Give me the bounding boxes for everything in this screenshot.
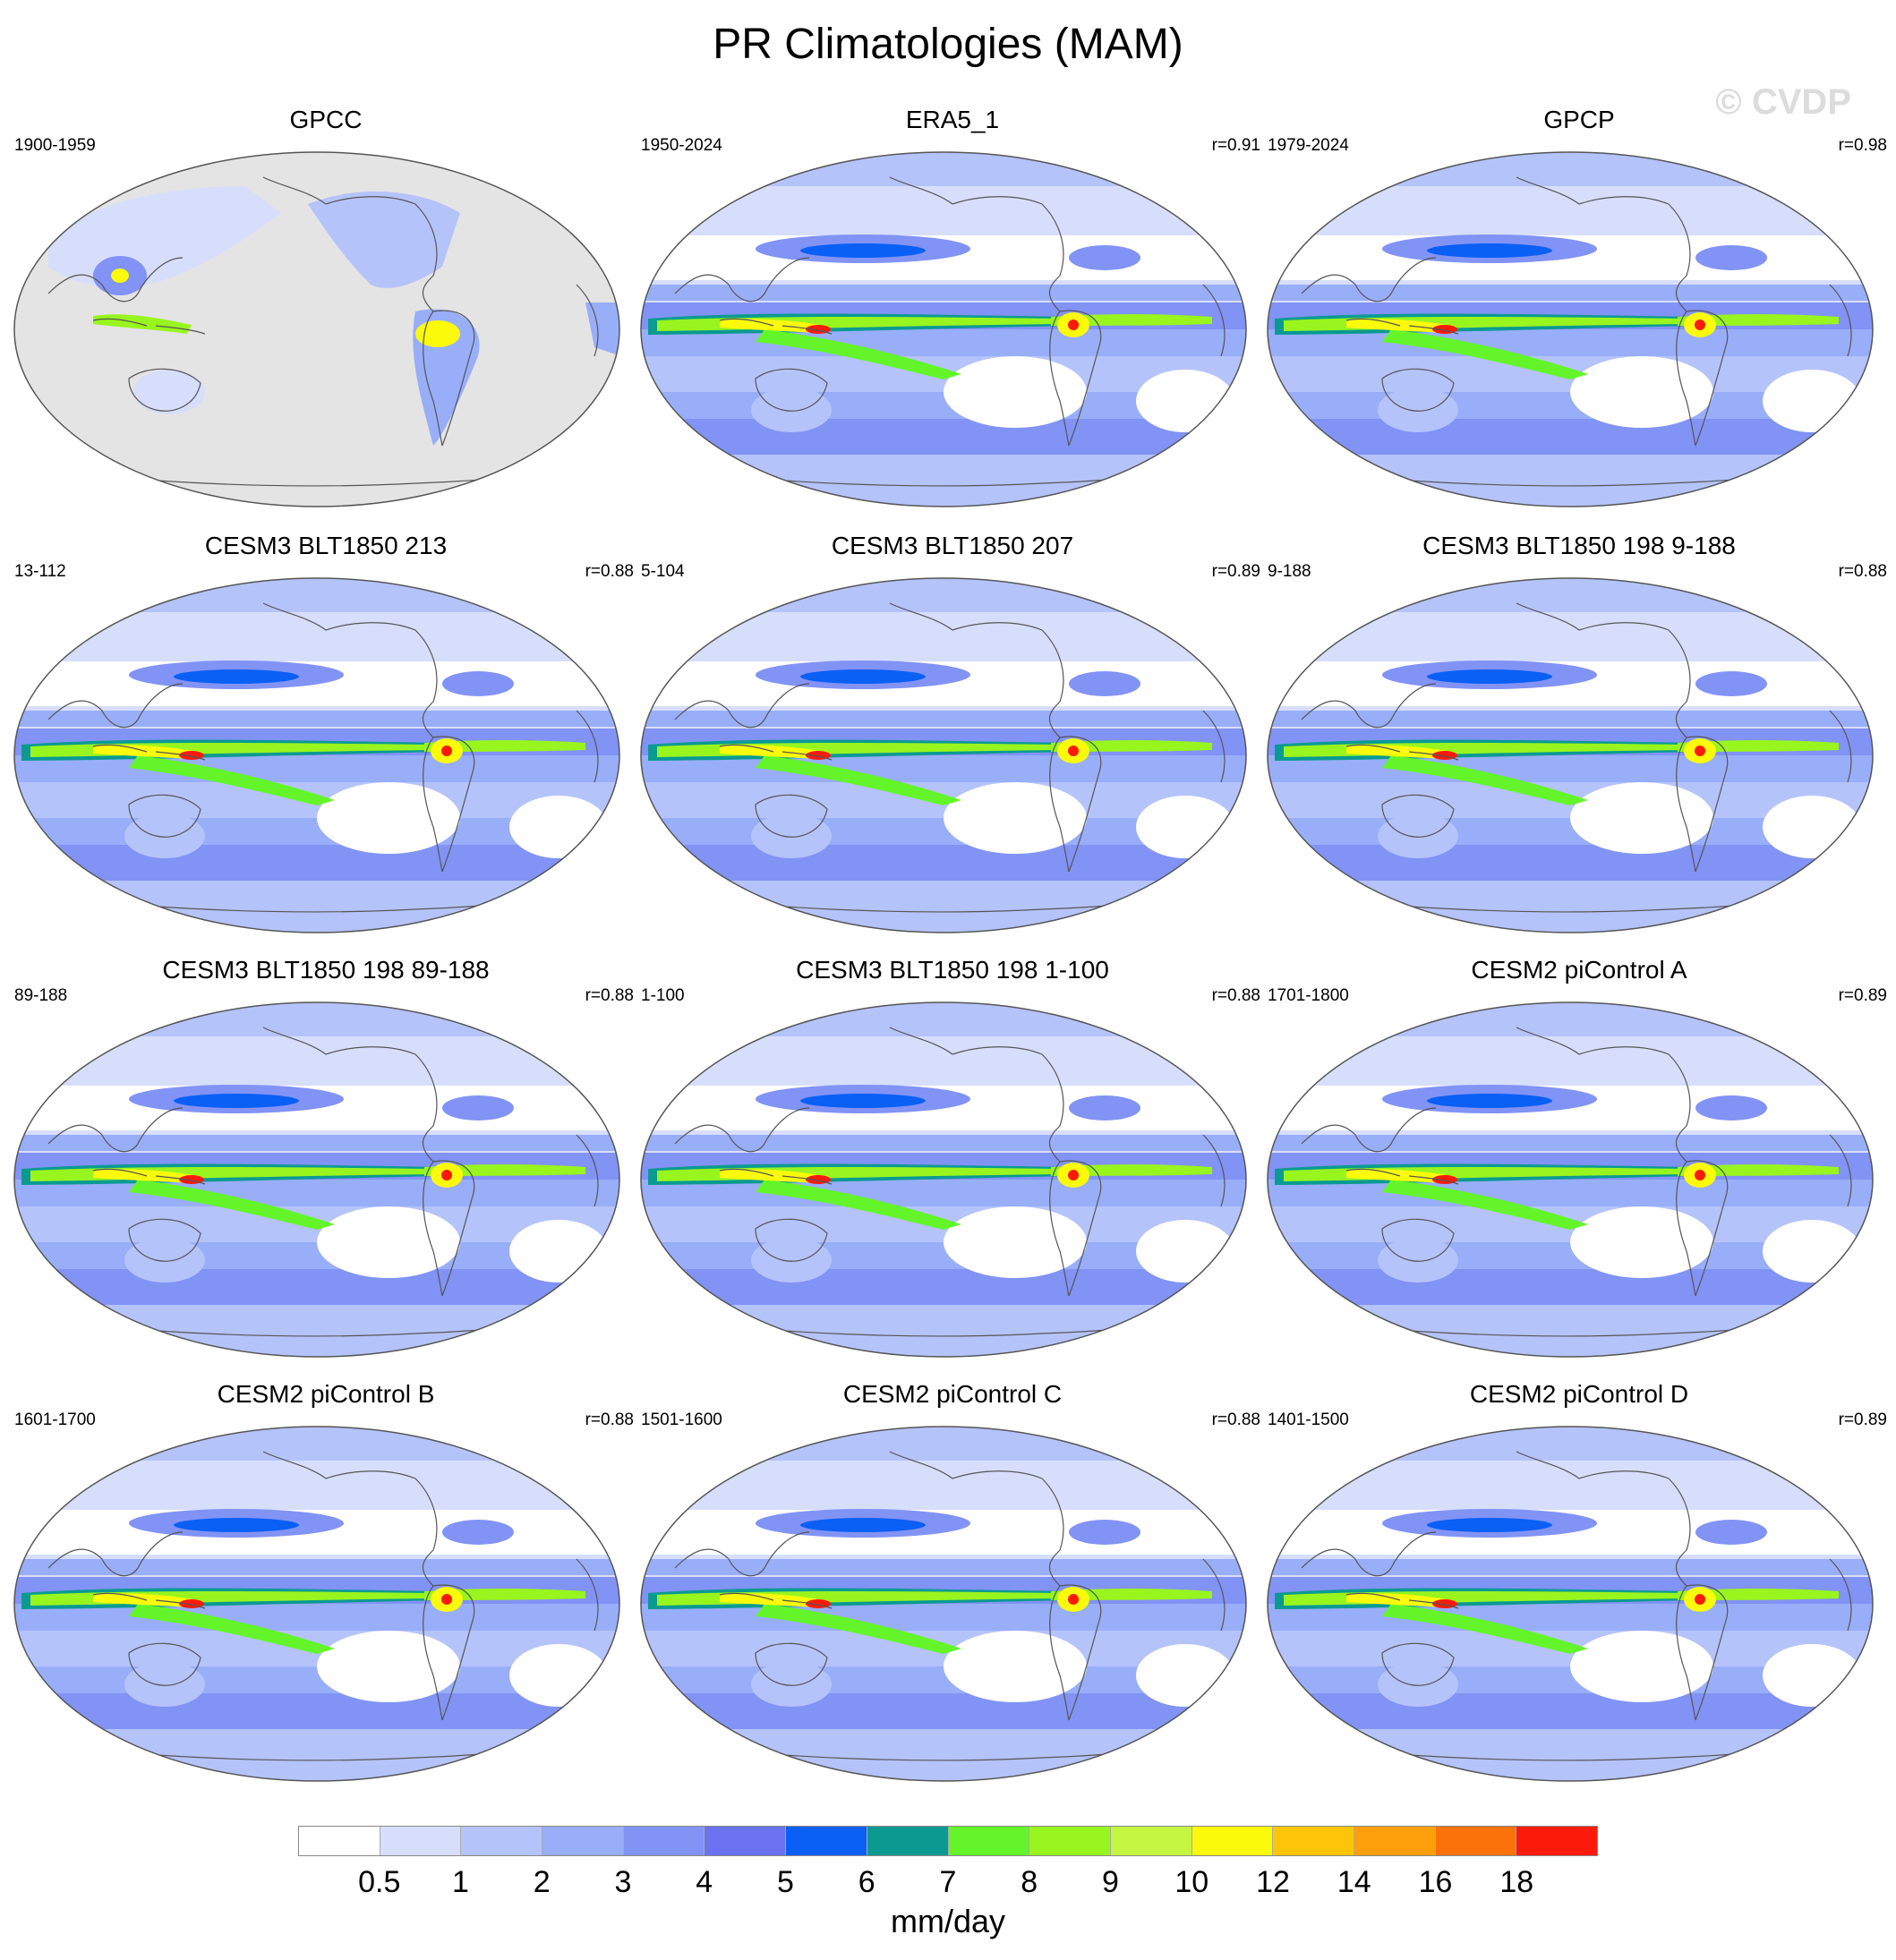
panel-title: CESM3 BLT1850 198 89-188 [162, 956, 490, 984]
map-panel: CESM3 BLT1850 198 1-100 1-100 r=0.88 [639, 956, 1266, 1359]
colorbar-tick-label: 9 [1102, 1865, 1119, 1899]
map-panel: CESM3 BLT1850 198 89-188 89-188 r=0.88 [13, 956, 639, 1359]
panel-correlation: r=0.98 [1838, 136, 1887, 155]
panel-title: GPCC [289, 106, 363, 133]
colorbar-tick-label: 2 [533, 1865, 551, 1899]
colorbar-tick-label: 18 [1499, 1865, 1534, 1899]
colorbar-tick-label: 10 [1174, 1865, 1209, 1899]
panel-title: GPCP [1543, 106, 1615, 133]
panel-title: ERA5_1 [905, 106, 1000, 133]
panel-period: 1401-1500 [1268, 1410, 1349, 1429]
colorbar-tick-label: 16 [1418, 1865, 1453, 1899]
panel-title: CESM2 piControl D [1469, 1380, 1689, 1408]
panel-period: 1-100 [641, 986, 685, 1005]
precipitation-map [13, 577, 620, 933]
colorbar-swatch [948, 1827, 1030, 1855]
panel-period: 1601-1700 [14, 1410, 96, 1429]
panel-title: CESM3 BLT1850 213 [204, 532, 448, 559]
colorbar-tick-label: 0.5 [358, 1865, 401, 1899]
panel-title: CESM3 BLT1850 198 9-188 [1422, 532, 1736, 559]
map-panel: CESM2 piControl A 1701-1800 r=0.89 [1266, 956, 1892, 1359]
precipitation-map [640, 151, 1247, 507]
panel-correlation: r=0.88 [1211, 986, 1260, 1005]
panel-correlation: r=0.88 [1211, 1410, 1260, 1429]
precipitation-map [13, 1001, 620, 1358]
panel-correlation: r=0.89 [1838, 1410, 1887, 1429]
colorbar [298, 1826, 1598, 1856]
map-panel: GPCC 1900-1959 [13, 106, 639, 508]
colorbar-swatch [623, 1827, 705, 1855]
colorbar-tick-label: 6 [858, 1865, 875, 1899]
colorbar-swatch [1273, 1827, 1354, 1855]
map-panel: CESM2 piControl D 1401-1500 r=0.89 [1266, 1380, 1892, 1783]
colorbar-swatch [461, 1827, 543, 1855]
map-panel: ERA5_1 1950-2024 r=0.91 [639, 106, 1266, 508]
panel-title: CESM3 BLT1850 207 [831, 532, 1074, 559]
precipitation-map [1267, 577, 1874, 933]
colorbar-tick-label: 3 [614, 1865, 632, 1899]
colorbar-swatch [786, 1827, 867, 1855]
colorbar-swatch [867, 1827, 949, 1855]
panel-correlation: r=0.88 [585, 562, 634, 581]
precipitation-map [640, 1426, 1247, 1782]
colorbar-swatch [1435, 1827, 1517, 1855]
panel-period: 1979-2024 [1268, 136, 1349, 155]
panel-title: CESM2 piControl C [842, 1380, 1063, 1408]
map-panel: CESM2 piControl B 1601-1700 r=0.88 [13, 1380, 639, 1783]
colorbar-tick-label: 14 [1337, 1865, 1371, 1899]
map-panel: CESM3 BLT1850 213 13-112 r=0.88 [13, 532, 639, 934]
colorbar-swatch [1191, 1827, 1274, 1855]
panel-title: CESM3 BLT1850 198 1-100 [796, 956, 1109, 984]
precipitation-map [1267, 1001, 1874, 1358]
panel-period: 9-188 [1268, 562, 1311, 581]
panel-title: CESM2 piControl B [217, 1380, 435, 1408]
panel-correlation: r=0.88 [585, 1410, 634, 1429]
panel-period: 89-188 [14, 986, 68, 1005]
colorbar-units: mm/day [890, 1903, 1006, 1939]
panel-correlation: r=0.89 [1838, 986, 1887, 1005]
colorbar-tick-label: 1 [452, 1865, 469, 1899]
precipitation-map [640, 577, 1247, 933]
panel-period: 5-104 [641, 562, 685, 581]
precipitation-map [1267, 151, 1874, 507]
panel-correlation: r=0.88 [585, 986, 634, 1005]
colorbar-tick-label: 4 [696, 1865, 713, 1899]
panel-period: 13-112 [14, 562, 66, 581]
panel-correlation: r=0.89 [1211, 562, 1260, 581]
colorbar-tick-label: 12 [1256, 1865, 1290, 1899]
colorbar-swatch [1516, 1827, 1597, 1855]
colorbar-swatch [542, 1827, 624, 1855]
colorbar-swatch [299, 1827, 380, 1855]
precipitation-map [13, 151, 620, 507]
colorbar-tick-label: 5 [777, 1865, 794, 1899]
colorbar-swatch [380, 1827, 462, 1855]
colorbar-tick-label: 7 [939, 1865, 957, 1899]
panel-correlation: r=0.91 [1211, 136, 1260, 155]
colorbar-tick-label: 8 [1021, 1865, 1038, 1899]
colorbar-swatch [705, 1827, 787, 1855]
colorbar-swatch [1029, 1827, 1111, 1855]
precipitation-map [640, 1001, 1247, 1358]
panel-title: CESM2 piControl A [1471, 956, 1687, 984]
colorbar-swatch [1354, 1827, 1436, 1855]
panel-period: 1501-1600 [641, 1410, 722, 1429]
precipitation-map [13, 1426, 620, 1782]
precipitation-map [1267, 1426, 1874, 1782]
panel-correlation: r=0.88 [1838, 562, 1887, 581]
map-panel: GPCP 1979-2024 r=0.98 [1266, 106, 1892, 508]
figure-title: PR Climatologies (MAM) [713, 21, 1183, 68]
panel-period: 1950-2024 [641, 136, 722, 155]
panel-period: 1900-1959 [14, 136, 96, 155]
colorbar-swatch [1110, 1827, 1192, 1855]
colorbar-legend: 0.5 1 2 3 4 5 6 7 8 9 10 12 14 16 18 mm/day [298, 1826, 1598, 1939]
panel-period: 1701-1800 [1268, 986, 1349, 1005]
cvdp-watermark: © CVDP [1715, 82, 1851, 122]
map-panel: CESM3 BLT1850 198 9-188 9-188 r=0.88 [1266, 532, 1892, 934]
map-panel: CESM3 BLT1850 207 5-104 r=0.89 [639, 532, 1266, 934]
map-panel: CESM2 piControl C 1501-1600 r=0.88 [639, 1380, 1266, 1783]
